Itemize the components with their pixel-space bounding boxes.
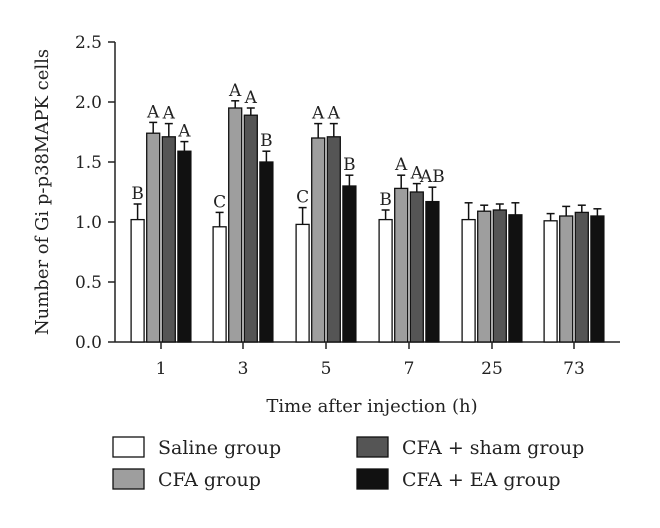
legend-swatch (112, 468, 145, 490)
bar (590, 215, 605, 343)
legend-swatch (356, 436, 389, 458)
axes: 0.0 0.5 1.0 1.5 2.0 2.5 1 3 5 7 25 73 (75, 33, 620, 379)
bar (342, 185, 357, 343)
significance-label: A (228, 81, 242, 101)
x-tick-label: 5 (321, 359, 332, 379)
x-tick-label: 25 (481, 359, 503, 379)
significance-label: A (146, 102, 160, 122)
bar (477, 210, 492, 343)
significance-label: B (343, 155, 356, 175)
x-axis-title: Time after injection (h) (266, 396, 477, 417)
bar (559, 215, 574, 343)
bar (378, 218, 393, 343)
bar (212, 226, 227, 343)
bar (326, 136, 341, 343)
x-tick-label: 7 (404, 359, 415, 379)
significance-label: B (379, 190, 392, 210)
legend-swatch (112, 436, 145, 458)
legend-label: CFA + sham group (402, 437, 584, 459)
significance-label: A (394, 155, 408, 175)
bars (130, 100, 605, 343)
bar (130, 218, 145, 343)
x-tick-label: 1 (156, 359, 167, 379)
y-tick-label: 2.5 (75, 33, 102, 53)
bar (177, 150, 192, 343)
significance-label: AB (419, 167, 445, 187)
x-tick-label: 3 (238, 359, 249, 379)
y-tick-label: 0.5 (75, 273, 102, 293)
legend-swatch (356, 468, 389, 490)
y-tick-label: 2.0 (75, 93, 102, 113)
bar (295, 223, 310, 343)
legend-label: CFA + EA group (402, 469, 561, 491)
significance-label: A (327, 104, 341, 124)
legend-label: Saline group (158, 437, 281, 459)
significance-label: A (177, 122, 191, 142)
bar (492, 209, 507, 343)
bar (574, 211, 589, 343)
y-axis-title: Number of Gi p-p38MAPK cells (32, 49, 53, 335)
bar (146, 132, 161, 343)
significance-label: C (296, 188, 309, 208)
significance-label: B (260, 131, 273, 151)
y-tick-label: 1.0 (75, 213, 102, 233)
bar (243, 114, 258, 343)
significance-label: A (410, 164, 424, 184)
x-tick-label: 73 (563, 359, 585, 379)
significance-label: A (311, 104, 325, 124)
y-tick-label: 1.5 (75, 153, 102, 173)
significance-label: A (162, 104, 176, 124)
bar (161, 136, 176, 343)
bar (311, 137, 326, 343)
significance-label: B (131, 184, 144, 204)
legend-label: CFA group (158, 469, 261, 491)
bar (461, 218, 476, 343)
bar (259, 161, 274, 343)
bar (228, 107, 243, 343)
bar (409, 191, 424, 343)
significance-label: A (244, 88, 258, 108)
y-tick-label: 0.0 (75, 333, 102, 353)
significance-label: C (213, 192, 226, 212)
bar (508, 214, 523, 343)
bar (425, 200, 440, 343)
bar (543, 220, 558, 343)
bar (394, 187, 409, 343)
legend: Saline group CFA group CFA + sham group CFA… (112, 436, 584, 491)
